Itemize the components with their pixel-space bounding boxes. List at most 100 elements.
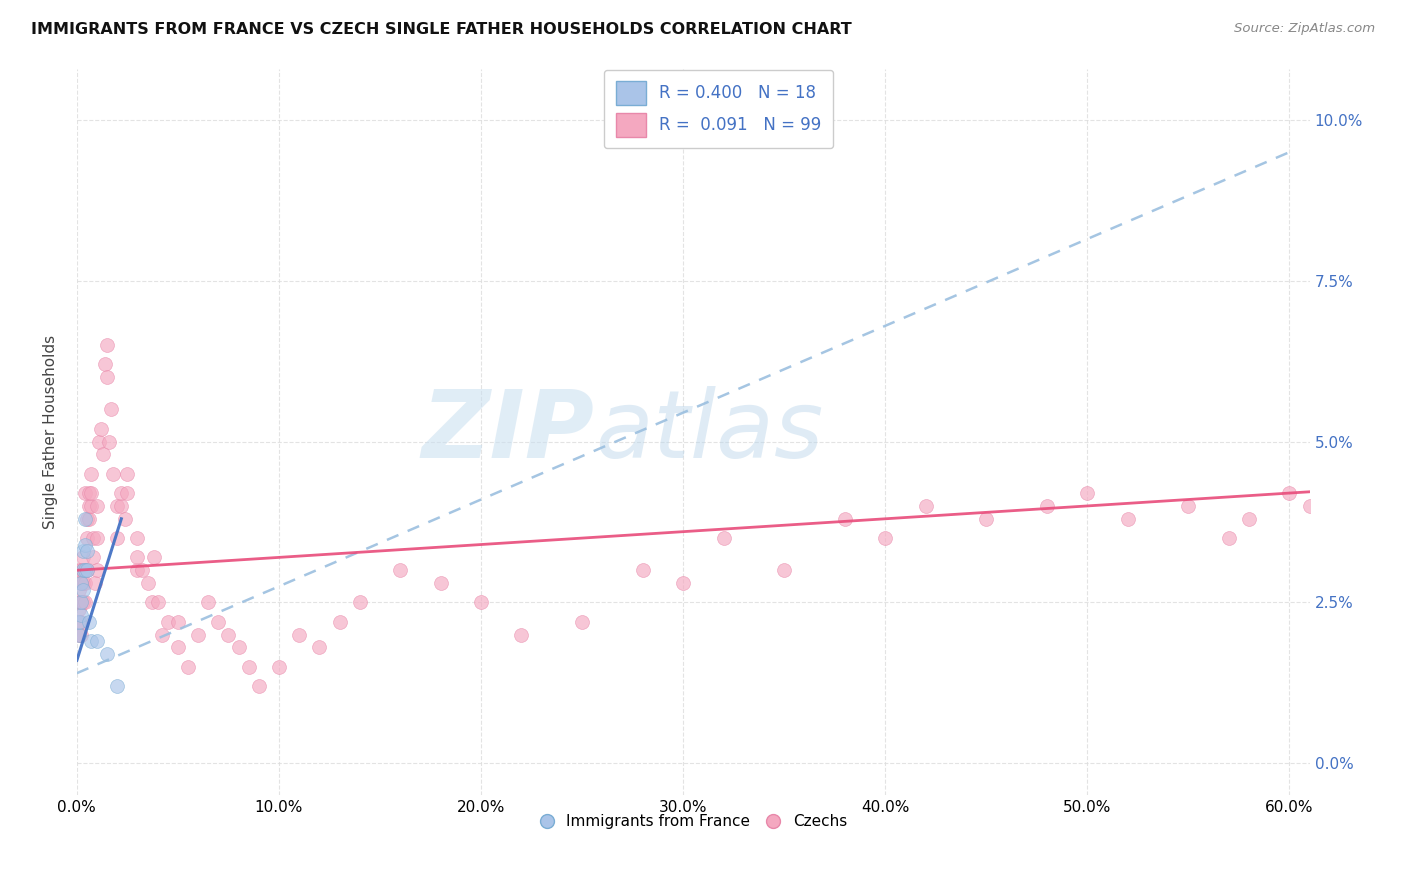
Text: ZIP: ZIP xyxy=(422,386,595,478)
Point xyxy=(77,615,100,629)
Point xyxy=(974,512,997,526)
Point xyxy=(142,550,165,565)
Point xyxy=(389,563,412,577)
Point xyxy=(77,512,100,526)
Point xyxy=(150,627,173,641)
Point xyxy=(167,615,190,629)
Text: atlas: atlas xyxy=(595,386,823,477)
Point xyxy=(76,563,98,577)
Point xyxy=(177,659,200,673)
Point xyxy=(67,615,90,629)
Point xyxy=(67,582,90,597)
Point xyxy=(98,434,121,449)
Point xyxy=(875,531,897,545)
Point xyxy=(67,602,90,616)
Point xyxy=(117,486,139,500)
Point xyxy=(87,434,110,449)
Point xyxy=(73,486,96,500)
Point xyxy=(96,338,118,352)
Point xyxy=(308,640,330,655)
Point xyxy=(70,627,93,641)
Point xyxy=(117,467,139,481)
Point xyxy=(70,576,93,591)
Point xyxy=(187,627,209,641)
Point xyxy=(1379,531,1402,545)
Point xyxy=(72,563,94,577)
Point xyxy=(70,563,93,577)
Y-axis label: Single Father Households: Single Father Households xyxy=(44,334,58,529)
Point xyxy=(100,402,122,417)
Point xyxy=(80,634,103,648)
Point xyxy=(73,537,96,551)
Point xyxy=(67,615,90,629)
Point xyxy=(77,499,100,513)
Point xyxy=(73,563,96,577)
Point xyxy=(228,640,250,655)
Point xyxy=(1298,499,1320,513)
Point xyxy=(76,512,98,526)
Point xyxy=(110,486,132,500)
Point xyxy=(238,659,260,673)
Point xyxy=(631,563,654,577)
Point xyxy=(329,615,352,629)
Point xyxy=(672,576,695,591)
Point xyxy=(82,531,104,545)
Point xyxy=(96,370,118,384)
Point xyxy=(131,563,153,577)
Point xyxy=(70,595,93,609)
Point xyxy=(510,627,533,641)
Point xyxy=(217,627,239,641)
Point xyxy=(1339,512,1361,526)
Point xyxy=(914,499,936,513)
Point xyxy=(76,544,98,558)
Point xyxy=(1278,486,1301,500)
Point xyxy=(1237,512,1260,526)
Point xyxy=(80,467,103,481)
Point xyxy=(773,563,796,577)
Point xyxy=(70,615,93,629)
Point xyxy=(70,595,93,609)
Point xyxy=(73,512,96,526)
Point xyxy=(429,576,451,591)
Point xyxy=(1177,499,1199,513)
Point xyxy=(105,531,128,545)
Point xyxy=(72,576,94,591)
Point xyxy=(73,595,96,609)
Point xyxy=(247,679,270,693)
Point xyxy=(713,531,735,545)
Point xyxy=(80,499,103,513)
Legend: Immigrants from France, Czechs: Immigrants from France, Czechs xyxy=(533,808,853,835)
Text: IMMIGRANTS FROM FRANCE VS CZECH SINGLE FATHER HOUSEHOLDS CORRELATION CHART: IMMIGRANTS FROM FRANCE VS CZECH SINGLE F… xyxy=(31,22,852,37)
Point xyxy=(76,563,98,577)
Point xyxy=(67,627,90,641)
Point xyxy=(114,512,136,526)
Point xyxy=(82,550,104,565)
Point xyxy=(127,550,149,565)
Point xyxy=(70,608,93,623)
Point xyxy=(73,576,96,591)
Point xyxy=(94,358,117,372)
Point xyxy=(207,615,229,629)
Point xyxy=(127,531,149,545)
Point xyxy=(167,640,190,655)
Point xyxy=(67,595,90,609)
Point xyxy=(105,499,128,513)
Point xyxy=(470,595,492,609)
Point xyxy=(70,576,93,591)
Point xyxy=(146,595,169,609)
Point xyxy=(72,582,94,597)
Point xyxy=(141,595,163,609)
Point xyxy=(1076,486,1098,500)
Point xyxy=(86,499,108,513)
Point xyxy=(72,550,94,565)
Point xyxy=(105,679,128,693)
Point xyxy=(1036,499,1059,513)
Point xyxy=(834,512,856,526)
Point xyxy=(86,634,108,648)
Point xyxy=(77,486,100,500)
Point xyxy=(67,563,90,577)
Point xyxy=(76,531,98,545)
Point xyxy=(349,595,371,609)
Point xyxy=(91,447,114,461)
Point xyxy=(288,627,311,641)
